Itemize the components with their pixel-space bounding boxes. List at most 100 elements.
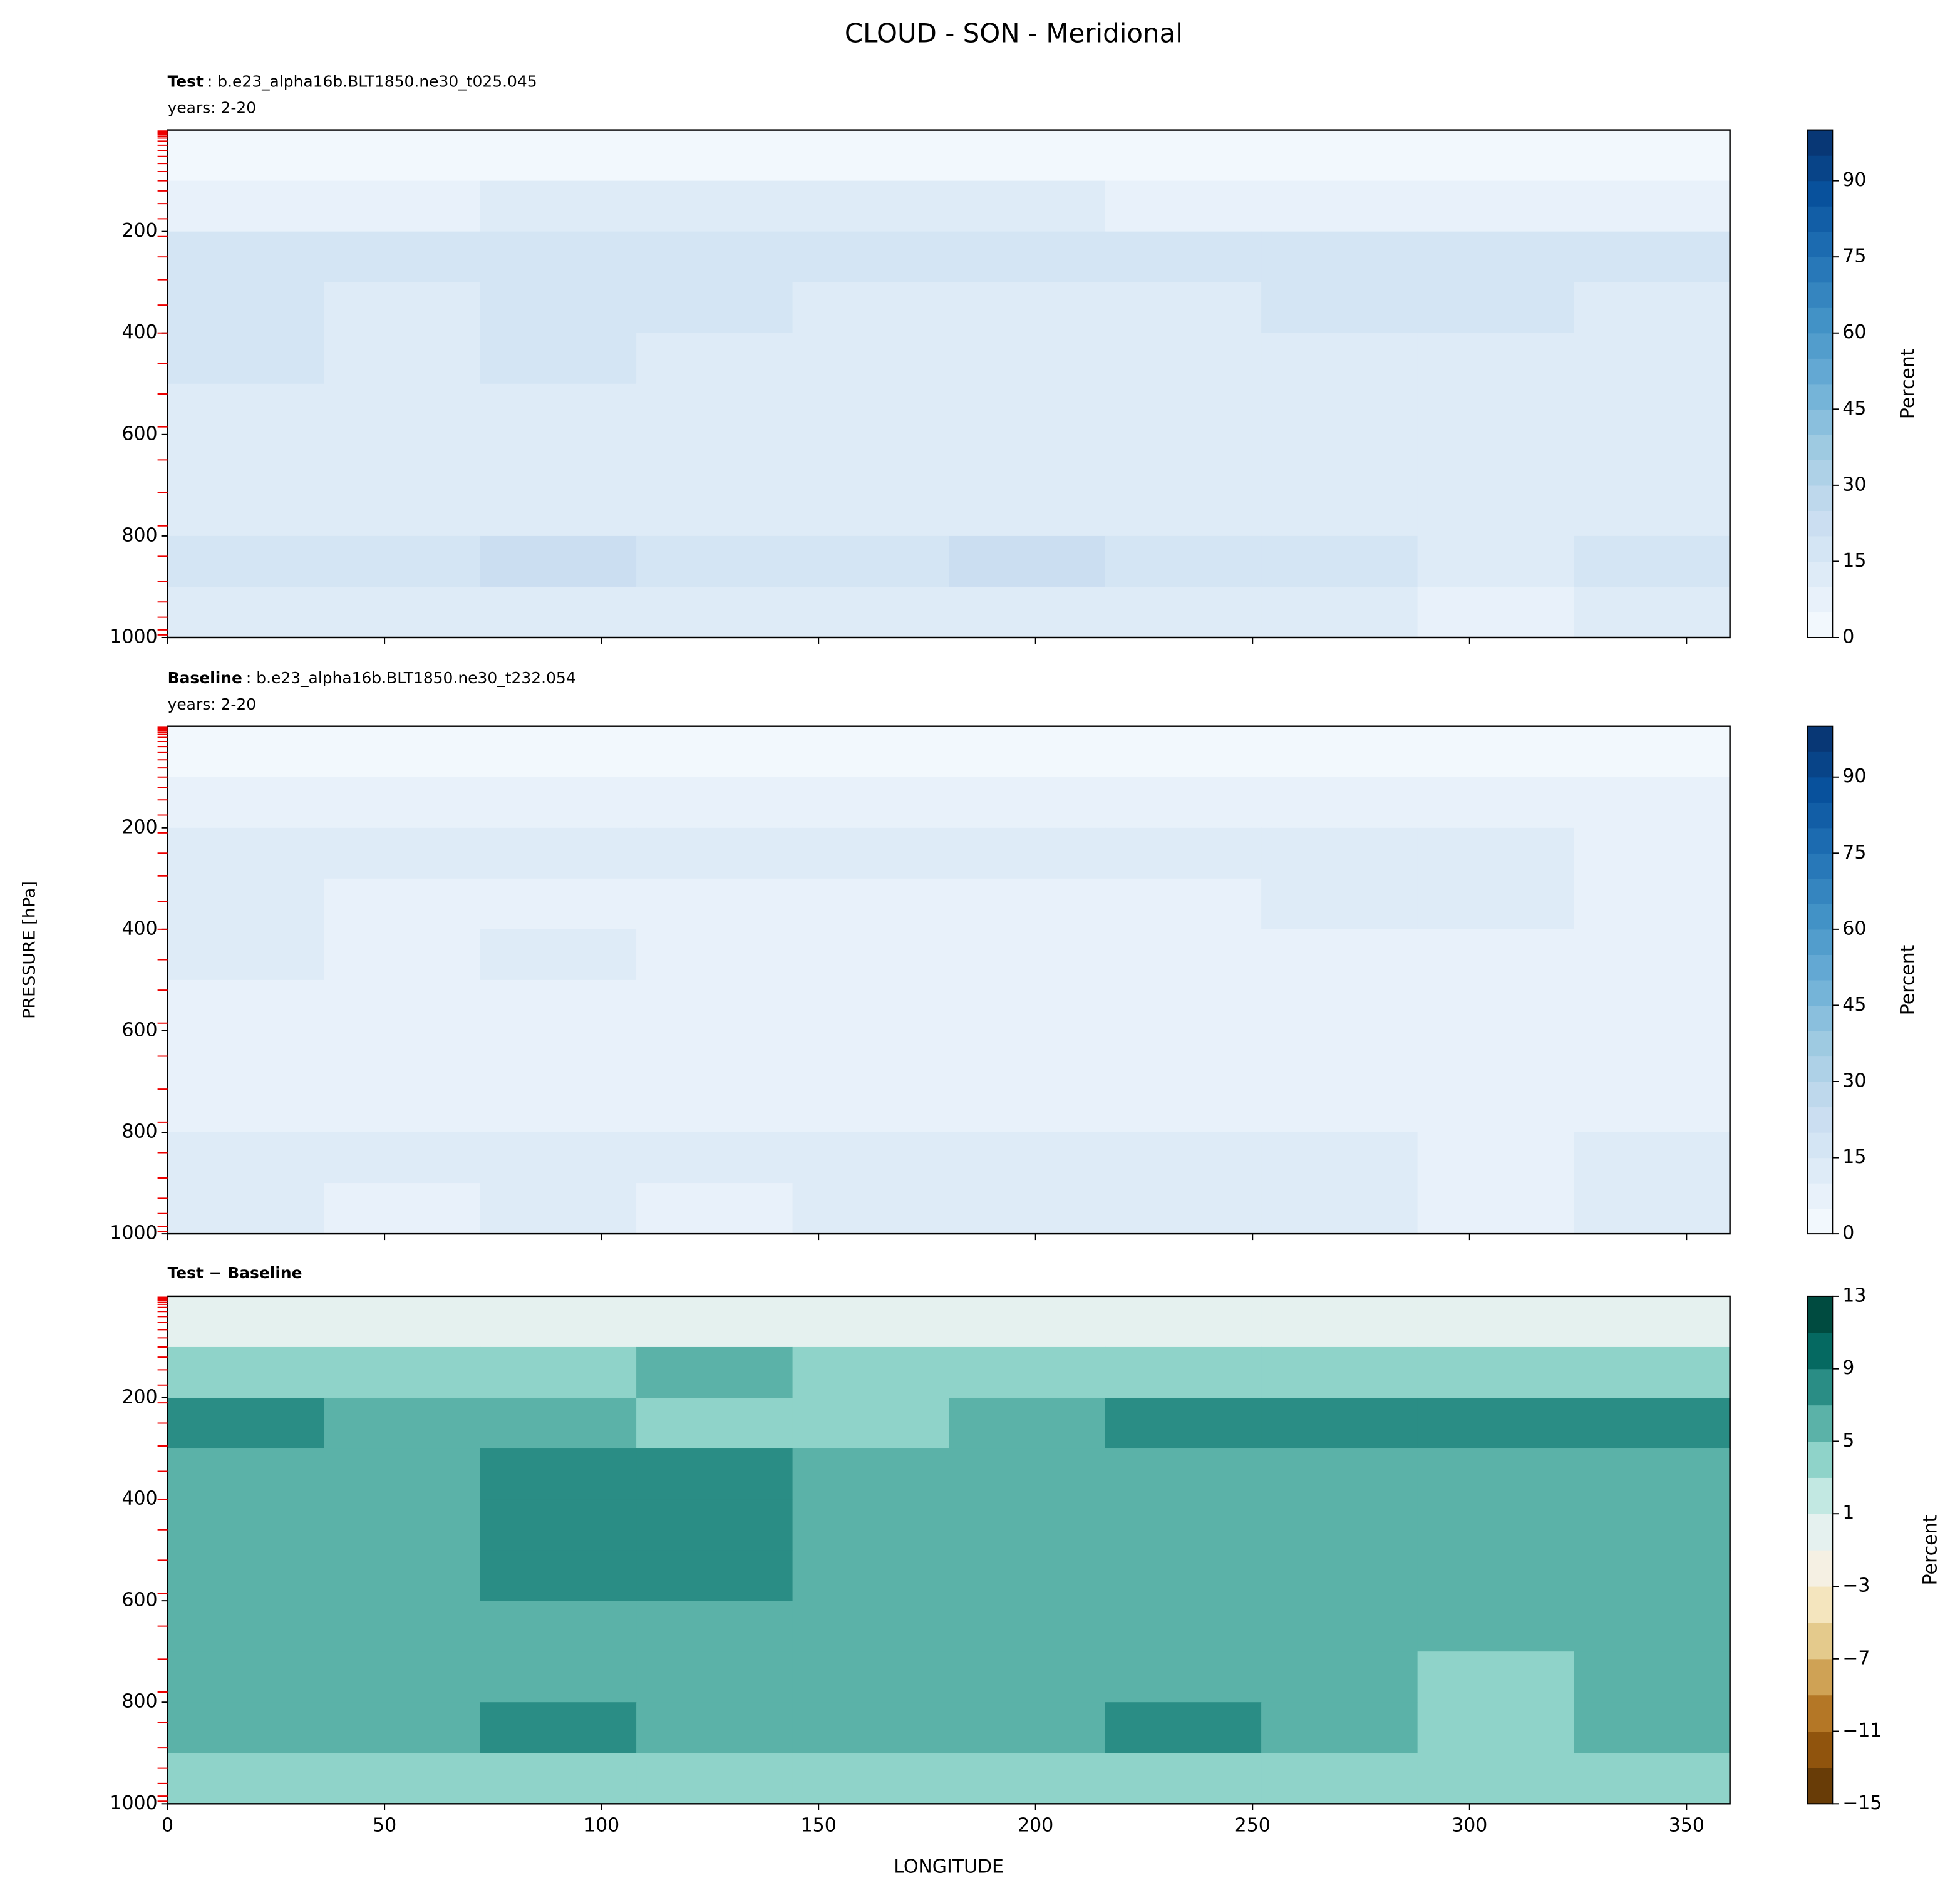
contour-cell <box>949 1183 1106 1235</box>
contour-cell <box>1417 726 1575 778</box>
contour-cell <box>1417 282 1575 334</box>
contour-cell <box>1105 1753 1262 1805</box>
colorbar-tick-label: 60 <box>1842 321 1866 343</box>
contour-cell <box>1417 1601 1575 1653</box>
colorbar-tick-label: 15 <box>1842 550 1866 572</box>
contour-cell <box>1417 485 1575 537</box>
contour-cell <box>1417 878 1575 930</box>
contour-cell <box>1105 878 1262 930</box>
contour-cell <box>792 1753 950 1805</box>
colorbar-band <box>1807 561 1833 587</box>
contour-cell <box>949 726 1106 778</box>
contour-cell <box>636 929 793 981</box>
contour-cell <box>480 827 637 879</box>
colorbar-label: Percent <box>1897 348 1919 419</box>
contour-cell <box>167 1702 325 1754</box>
colorbar-band <box>1807 180 1833 207</box>
contour-cell <box>324 1753 481 1805</box>
colorbar-band <box>1807 1107 1833 1133</box>
contour-cell <box>1261 1753 1418 1805</box>
colorbar-tick-label: 5 <box>1842 1430 1854 1452</box>
contour-cell <box>167 979 325 1031</box>
contour-cell <box>1417 1132 1575 1184</box>
contour-cell <box>1261 929 1418 981</box>
contour-cell <box>167 1448 325 1500</box>
contour-cell <box>324 878 481 930</box>
x-tick-label: 100 <box>584 1815 619 1837</box>
contour-cell <box>636 1132 793 1184</box>
contour-cell <box>1574 282 1731 334</box>
contour-cell <box>1417 535 1575 587</box>
contour-cell <box>1105 485 1262 537</box>
y-tick-label: 200 <box>121 816 157 838</box>
contour-cell <box>480 282 637 334</box>
colorbar-tick-label: 0 <box>1842 626 1854 648</box>
colorbar-label: Percent <box>1919 1515 1941 1586</box>
contour-cell <box>324 1397 481 1450</box>
contour-cell <box>1574 1397 1731 1450</box>
contour-cell <box>1105 1601 1262 1653</box>
contour-cell <box>1105 434 1262 486</box>
contour-cell <box>949 130 1106 182</box>
contour-cell <box>636 1651 793 1703</box>
panel-title: Baseline: b.e23_alpha16b.BLT1850.ne30_t2… <box>168 669 576 687</box>
y-tick-label: 800 <box>121 524 157 546</box>
colorbar-tick-label: 1 <box>1842 1502 1854 1524</box>
colorbar-band <box>1807 1622 1833 1660</box>
contour-cell <box>1261 333 1418 385</box>
contour-cell <box>792 282 950 334</box>
colorbar-frame <box>1807 1295 1834 1805</box>
y-tick-label: 400 <box>121 321 157 343</box>
contour-cell <box>167 726 325 778</box>
contour-cell <box>324 1296 481 1348</box>
panel-title: Test: b.e23_alpha16b.BLT1850.ne30_t025.0… <box>168 73 537 91</box>
colorbar-band <box>1807 1767 1833 1804</box>
contour-cell <box>949 434 1106 486</box>
contour-cell <box>1417 1081 1575 1133</box>
contour-cell <box>1574 1030 1731 1082</box>
contour-cell <box>1417 130 1575 182</box>
contour-cell <box>792 1601 950 1653</box>
contour-cell <box>792 1346 950 1398</box>
contour-cell <box>167 282 325 334</box>
y-tick-label: 400 <box>121 1488 157 1510</box>
contour-cell <box>1417 333 1575 385</box>
contour-cell <box>949 827 1106 879</box>
contour-cell <box>949 878 1106 930</box>
contour-cell <box>324 1081 481 1133</box>
contour-cell <box>1261 130 1418 182</box>
contour-cell <box>1417 180 1575 232</box>
contour-cell <box>480 383 637 435</box>
colorbar-band <box>1807 726 1833 752</box>
contour-cell <box>167 1081 325 1133</box>
y-tick-label: 400 <box>121 917 157 939</box>
contour-cell <box>480 333 637 385</box>
colorbar-band <box>1807 333 1833 359</box>
contour-cell <box>1261 1296 1418 1348</box>
y-axis-label: PRESSURE [hPa] <box>20 881 39 1019</box>
colorbar-band <box>1807 231 1833 257</box>
contour-cell <box>792 434 950 486</box>
contour-cell <box>792 231 950 283</box>
contour-cell <box>1105 777 1262 829</box>
colorbar-band <box>1807 904 1833 930</box>
contour-cell <box>1574 1753 1731 1805</box>
contour-cell <box>1574 586 1731 638</box>
contour-cell <box>167 130 325 182</box>
contour-cell <box>949 777 1106 829</box>
contour-cell <box>480 1601 637 1653</box>
contour-cell <box>480 726 637 778</box>
contour-cell <box>167 1132 325 1184</box>
contour-cell <box>1261 586 1418 638</box>
contour-cell <box>636 130 793 182</box>
contour-cell <box>167 180 325 232</box>
contour-cell <box>480 1499 637 1551</box>
contour-cell <box>324 1601 481 1653</box>
x-tick-label: 50 <box>373 1815 396 1837</box>
colorbar-band <box>1807 1477 1833 1514</box>
colorbar-band <box>1807 1005 1833 1031</box>
contour-cell <box>792 1081 950 1133</box>
colorbar-band <box>1807 1030 1833 1057</box>
contour-cell <box>1574 535 1731 587</box>
contour-cell <box>636 485 793 537</box>
